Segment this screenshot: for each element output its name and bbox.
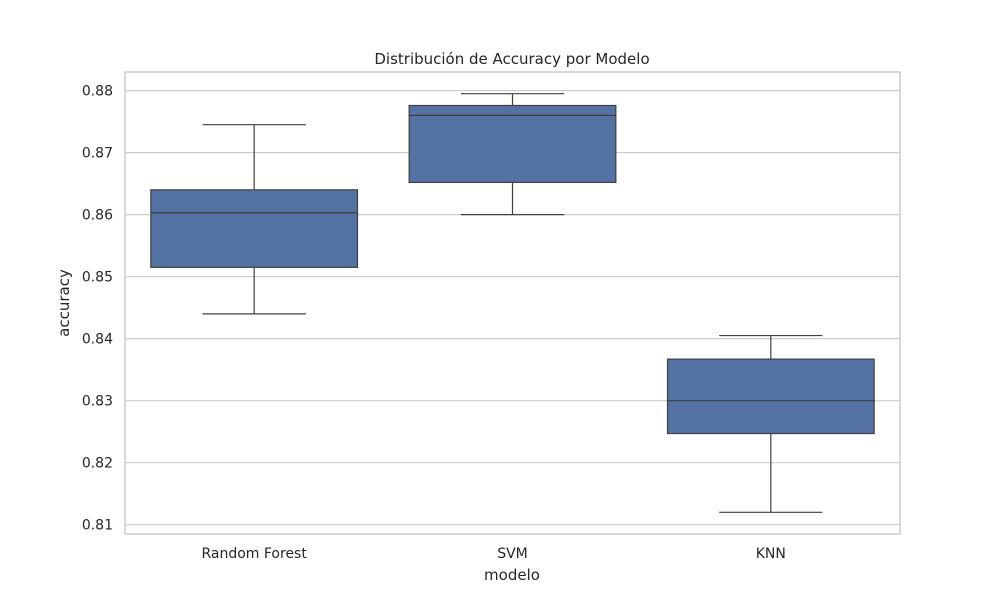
box-group (150, 124, 359, 315)
chart-title: Distribución de Accuracy por Modelo (374, 50, 649, 68)
x-tick-label: SVM (497, 546, 528, 562)
box-group (408, 93, 617, 216)
y-tick-label: 0.82 (82, 456, 113, 472)
y-tick-label: 0.81 (82, 518, 113, 534)
y-tick-label: 0.87 (82, 146, 113, 162)
y-tick-label: 0.85 (82, 270, 113, 286)
y-tick-label: 0.88 (82, 84, 113, 100)
y-tick-label: 0.86 (82, 208, 113, 224)
y-tick-label: 0.84 (82, 332, 113, 348)
iqr-box (666, 358, 875, 435)
box-layer (150, 93, 875, 513)
iqr-box (408, 104, 617, 183)
x-tick-labels: Random Forest SVM KNN (201, 546, 785, 562)
y-tick-label: 0.83 (82, 394, 113, 410)
x-axis-label: modelo (484, 566, 540, 584)
iqr-box (150, 189, 359, 268)
box-group (666, 334, 875, 513)
y-axis-label: accuracy (55, 269, 73, 337)
x-tick-label: KNN (756, 546, 786, 562)
plot-frame (124, 71, 901, 535)
y-tick-labels: 0.81 0.82 0.83 0.84 0.85 0.86 0.87 0.88 (82, 84, 113, 534)
x-tick-label: Random Forest (201, 546, 307, 562)
